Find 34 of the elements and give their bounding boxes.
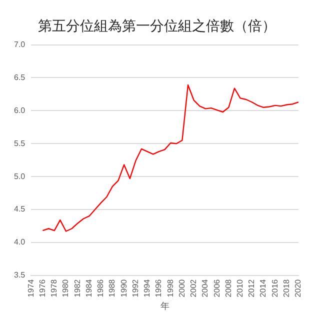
- x-tick-label: 2014: [258, 278, 268, 298]
- y-tick-label: 6.5: [14, 72, 26, 82]
- x-tick-label: 1974: [26, 278, 36, 298]
- y-tick-label: 5.0: [14, 172, 26, 181]
- x-tick-label: 2010: [236, 278, 244, 298]
- y-tick-label: 5.5: [14, 138, 26, 148]
- x-tick-label: 2004: [200, 278, 210, 298]
- x-tick-label: 2002: [189, 278, 198, 298]
- x-tick-label: 2012: [247, 278, 256, 298]
- x-tick-label: 1990: [119, 278, 128, 298]
- x-tick-label: 1986: [96, 278, 106, 298]
- x-tick-label: 2006: [212, 278, 222, 298]
- y-tick-label: 7.0: [14, 40, 26, 50]
- x-tick-label: 1976: [38, 278, 47, 298]
- x-tick-label: 2020: [294, 278, 303, 298]
- x-tick-label: 1978: [50, 278, 59, 298]
- x-tick-label: 2000: [177, 278, 186, 298]
- x-tick-label: 1992: [130, 278, 140, 298]
- x-tick-label: 1980: [61, 278, 70, 298]
- x-tick-label: 1994: [142, 278, 152, 298]
- x-tick-label: 1998: [166, 278, 175, 298]
- x-axis-title: 年: [160, 301, 170, 312]
- x-tick-label: 2008: [224, 278, 233, 298]
- x-tick-label: 1984: [84, 278, 94, 298]
- x-tick-label: 2018: [282, 278, 291, 298]
- x-tick-label: 1988: [108, 278, 117, 298]
- y-tick-label: 4.0: [14, 238, 26, 247]
- x-tick-label: 2016: [270, 278, 280, 298]
- x-tick-label: 1996: [154, 278, 164, 298]
- chart-title: 第五分位組為第一分位組之倍數（倍）: [38, 17, 276, 34]
- x-tick-label: 1982: [72, 278, 82, 298]
- y-tick-label: 6.0: [14, 106, 26, 115]
- y-tick-label: 3.5: [14, 270, 26, 280]
- y-tick-label: 4.5: [14, 204, 26, 214]
